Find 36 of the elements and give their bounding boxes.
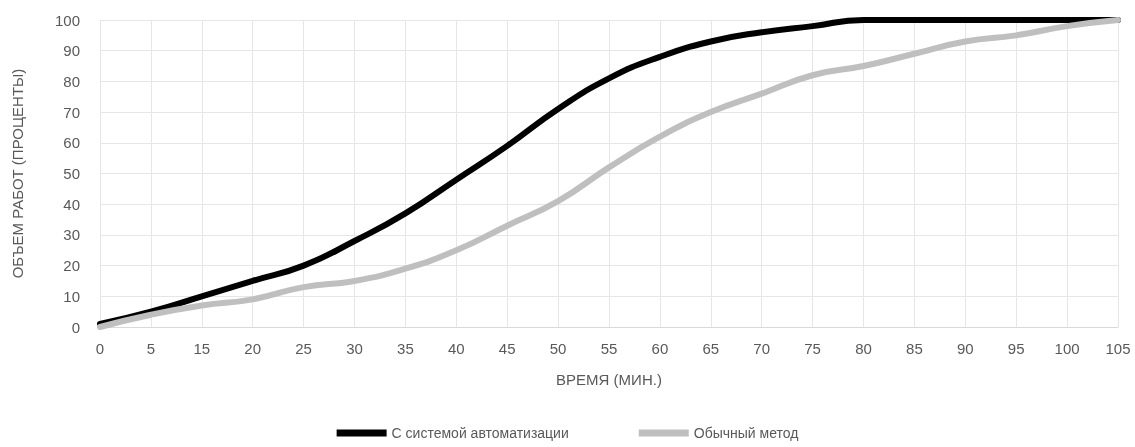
x-tick-label: 55 — [600, 340, 618, 357]
y-tick-label: 0 — [71, 318, 80, 336]
x-tick-label: 95 — [1007, 340, 1025, 357]
y-tick-label: 30 — [63, 226, 80, 244]
x-tick-label: 80 — [855, 340, 872, 357]
x-tick-label: 5 — [146, 340, 156, 357]
x-tick-label: 100 — [1054, 340, 1080, 357]
y-tick-label: 40 — [63, 195, 80, 213]
x-tick-label: 45 — [498, 340, 516, 357]
x-tick-label: 25 — [295, 340, 312, 357]
y-tick-label: 50 — [63, 165, 80, 182]
x-tick-label: 50 — [549, 340, 567, 357]
y-tick-label: 60 — [63, 134, 80, 152]
x-tick-label: 30 — [346, 340, 363, 357]
x-tick-label: 90 — [956, 340, 974, 357]
x-tick-label: 70 — [753, 340, 771, 357]
y-tick-label: 100 — [54, 11, 80, 29]
x-tick-label: 75 — [804, 340, 821, 357]
legend-label: Обычный метод — [693, 425, 799, 441]
y-axis-title: ОБЪЕМ РАБОТ (ПРОЦЕНТЫ) — [9, 68, 26, 279]
y-tick-label: 10 — [63, 287, 80, 305]
y-tick-label: 20 — [63, 257, 80, 275]
x-tick-label: 40 — [447, 340, 465, 357]
x-tick-label: 65 — [702, 340, 720, 357]
x-tick-label: 20 — [244, 340, 262, 357]
x-tick-label: 35 — [397, 340, 414, 357]
x-tick-label: 60 — [651, 340, 669, 357]
x-tick-label: 105 — [1105, 340, 1131, 357]
y-tick-label: 80 — [63, 72, 80, 90]
y-tick-label: 70 — [63, 103, 80, 121]
x-tick-label: 0 — [95, 340, 105, 357]
x-tick-label: 85 — [906, 340, 923, 357]
x-axis-title: ВРЕМЯ (МИН.) — [556, 371, 662, 388]
x-tick-label: 15 — [193, 340, 211, 357]
y-tick-label: 90 — [63, 42, 80, 60]
legend-label: С системой автоматизации — [391, 425, 569, 441]
